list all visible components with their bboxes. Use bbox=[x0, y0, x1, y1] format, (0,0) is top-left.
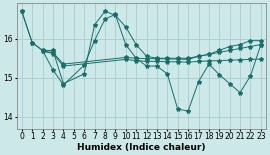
X-axis label: Humidex (Indice chaleur): Humidex (Indice chaleur) bbox=[77, 143, 205, 152]
